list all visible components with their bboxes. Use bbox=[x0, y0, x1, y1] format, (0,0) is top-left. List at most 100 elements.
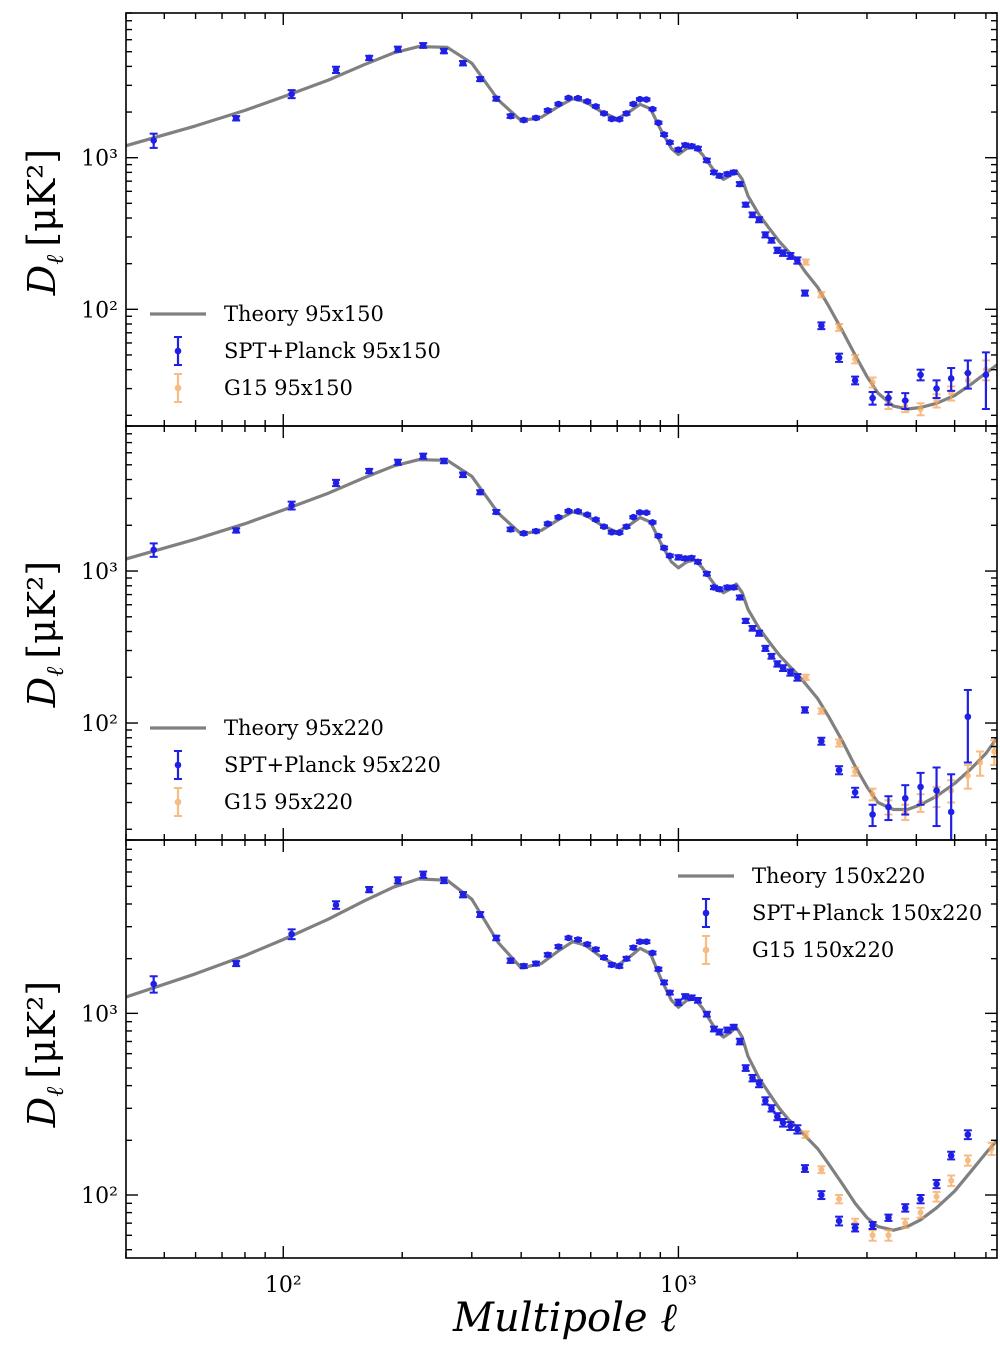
spt-point-marker bbox=[901, 794, 909, 802]
spt-point bbox=[642, 938, 651, 945]
spt-point bbox=[615, 962, 624, 970]
spt-point bbox=[622, 523, 631, 530]
spt-point bbox=[439, 876, 448, 885]
legend-point-swatch bbox=[174, 373, 182, 403]
spt-point bbox=[583, 511, 592, 518]
spt-point-marker bbox=[851, 1224, 859, 1232]
spt-point-marker bbox=[666, 139, 674, 146]
spt-point-marker bbox=[492, 95, 500, 102]
spt-point bbox=[793, 256, 802, 265]
spt-point bbox=[439, 457, 448, 465]
spt-point bbox=[729, 169, 738, 176]
spt-point-marker bbox=[440, 457, 448, 465]
spt-point-marker bbox=[288, 502, 295, 509]
g15-point-marker bbox=[869, 379, 876, 386]
spt-point bbox=[868, 390, 877, 406]
g15-point-marker bbox=[988, 1145, 995, 1152]
spt-point-marker bbox=[933, 787, 940, 794]
g15-point-marker bbox=[964, 772, 971, 779]
spt-point bbox=[439, 47, 448, 55]
g15-point-marker bbox=[991, 748, 997, 755]
spt-point-marker bbox=[666, 989, 674, 996]
spt-point-marker bbox=[507, 526, 514, 533]
g15-point bbox=[947, 1174, 956, 1188]
legend-label: Theory 95x150 bbox=[224, 302, 384, 326]
spt-point bbox=[654, 119, 663, 127]
spt-point-marker bbox=[544, 520, 552, 527]
spt-point bbox=[947, 1150, 956, 1161]
spt-point bbox=[755, 629, 764, 637]
spt-point-marker bbox=[592, 946, 600, 953]
spt-point bbox=[607, 961, 616, 969]
spt-point bbox=[947, 367, 956, 392]
spt-point-marker bbox=[710, 1025, 718, 1033]
spt-point-marker bbox=[742, 617, 750, 625]
spt-point-marker bbox=[703, 570, 711, 578]
spt-point bbox=[543, 107, 552, 114]
spt-point-marker bbox=[774, 1113, 781, 1120]
g15-point bbox=[868, 787, 877, 802]
x-tick-label: 10³ bbox=[660, 1273, 697, 1298]
g15-point-marker bbox=[802, 674, 809, 681]
spt-point bbox=[817, 1190, 826, 1201]
spt-point bbox=[674, 998, 683, 1007]
spt-point bbox=[755, 1079, 764, 1089]
spt-point-marker bbox=[507, 112, 514, 120]
g15-point bbox=[932, 1190, 941, 1203]
g15-point-marker bbox=[852, 768, 859, 775]
spt-point-marker bbox=[736, 594, 744, 601]
g15-point-marker bbox=[885, 1232, 892, 1239]
panel-top: 10² 10³ Theory 95x150 SPT+Planck 95x150 G15 … bbox=[81, 12, 998, 427]
spt-point-marker bbox=[675, 999, 682, 1006]
legend-label: G15 95x150 bbox=[224, 376, 353, 400]
spt-point-marker bbox=[643, 96, 650, 103]
spt-point-marker bbox=[869, 1222, 876, 1229]
y-tick-label: 10³ bbox=[81, 147, 118, 172]
spt-point bbox=[884, 1213, 893, 1222]
spt-point-marker bbox=[755, 1080, 763, 1087]
spt-point bbox=[607, 115, 616, 123]
spt-point-marker bbox=[608, 961, 616, 969]
g15-point bbox=[835, 1194, 844, 1205]
g15-point bbox=[851, 353, 860, 365]
spt-point-marker bbox=[649, 519, 656, 526]
spt-point-marker bbox=[592, 103, 600, 110]
spt-point bbox=[419, 42, 428, 49]
spt-point-marker bbox=[459, 891, 467, 898]
spt-point bbox=[851, 375, 860, 386]
spt-point-marker bbox=[583, 511, 591, 518]
spt-point bbox=[681, 993, 690, 1000]
spt-point bbox=[599, 523, 608, 530]
g15-point-marker bbox=[869, 791, 876, 798]
spt-point bbox=[723, 1026, 732, 1034]
y-tick-label: 10² bbox=[81, 712, 118, 737]
spt-point bbox=[629, 513, 638, 521]
spt-point bbox=[868, 803, 877, 828]
spt-point-marker bbox=[749, 211, 756, 219]
g15-point bbox=[868, 376, 877, 389]
spt-point bbox=[149, 132, 158, 149]
spt-point bbox=[531, 960, 540, 967]
spt-point-marker bbox=[440, 47, 448, 55]
spt-point bbox=[648, 105, 657, 113]
spt-point bbox=[779, 664, 788, 672]
spt-point-marker bbox=[762, 1097, 769, 1105]
spt-point-marker bbox=[730, 1023, 737, 1031]
legend-point-swatch bbox=[702, 935, 710, 965]
spt-point bbox=[476, 911, 485, 919]
spt-point-marker bbox=[643, 509, 650, 517]
spt-point-marker bbox=[755, 216, 763, 223]
spt-point-marker bbox=[694, 558, 702, 566]
y-tick-label: 10³ bbox=[81, 560, 118, 585]
spt-point bbox=[901, 1203, 910, 1213]
spt-point bbox=[988, 0, 996, 3]
spt-point-marker bbox=[492, 934, 500, 942]
panel-middle: 10² 10³ Theory 95x220 SPT+Planck 95x220 G15 … bbox=[81, 0, 998, 841]
spt-point bbox=[665, 139, 674, 146]
spt-point bbox=[458, 59, 467, 67]
spt-point-marker bbox=[835, 1217, 843, 1225]
g15-point-marker bbox=[917, 406, 924, 413]
spt-point bbox=[767, 1104, 776, 1113]
spt-point-marker bbox=[600, 954, 608, 961]
spt-point bbox=[741, 201, 750, 208]
